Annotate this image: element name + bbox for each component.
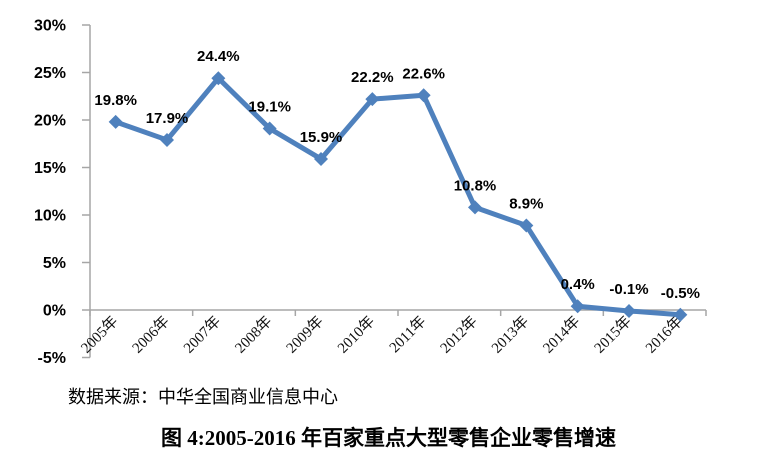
data-point-marker	[468, 200, 482, 215]
x-axis-label: 2006年	[129, 313, 173, 357]
x-axis-label: 2007年	[180, 313, 224, 357]
data-label: -0.5%	[661, 285, 700, 302]
x-axis-label: 2012年	[437, 313, 481, 357]
data-label: -0.1%	[609, 281, 648, 298]
data-point-marker	[211, 71, 226, 86]
data-point-marker	[314, 151, 328, 166]
data-label: 24.4%	[197, 48, 240, 65]
source-note: 数据来源：中华全国商业信息中心	[68, 387, 338, 407]
x-axis-label: 2015年	[591, 313, 635, 357]
data-label: 22.2%	[351, 69, 394, 86]
y-tick-label: 10%	[34, 208, 66, 225]
series-line	[113, 75, 683, 318]
data-point-marker	[160, 132, 174, 147]
y-tick-label: 0%	[43, 303, 66, 320]
data-point-marker	[365, 92, 380, 107]
chart-caption: 图 4:2005-2016 年百家重点大型零售企业零售增速	[161, 426, 616, 450]
data-point-marker	[622, 303, 636, 318]
x-axis-label: 2005年	[78, 313, 122, 357]
y-tick-label: 20%	[34, 113, 66, 130]
x-axis-label: 2009年	[283, 313, 327, 357]
x-axis-label: 2013年	[488, 313, 532, 357]
x-axis-label: 2011年	[386, 313, 429, 356]
x-axis-label: 2010年	[334, 313, 378, 357]
data-label: 15.9%	[300, 129, 343, 146]
x-axis-label: 2014年	[540, 313, 584, 357]
data-label: 22.6%	[402, 65, 445, 82]
data-point-marker	[570, 299, 585, 314]
data-point-marker	[108, 114, 123, 129]
data-point-marker	[262, 121, 277, 136]
data-label: 19.8%	[94, 92, 137, 109]
data-point-marker	[673, 307, 688, 322]
y-tick-label: 5%	[43, 255, 66, 272]
data-label: 10.8%	[454, 177, 497, 194]
data-label: 0.4%	[561, 276, 595, 293]
data-point-marker	[416, 88, 431, 103]
data-label: 17.9%	[146, 110, 189, 127]
y-tick-label: 30%	[34, 18, 66, 35]
data-label: 19.1%	[248, 99, 291, 116]
y-tick-label: 25%	[34, 65, 66, 82]
data-point-marker	[519, 218, 534, 233]
y-tick-label: -5%	[38, 350, 66, 367]
y-tick-label: 15%	[34, 160, 66, 177]
x-axis-label: 2008年	[232, 313, 276, 357]
data-label: 8.9%	[509, 195, 543, 212]
